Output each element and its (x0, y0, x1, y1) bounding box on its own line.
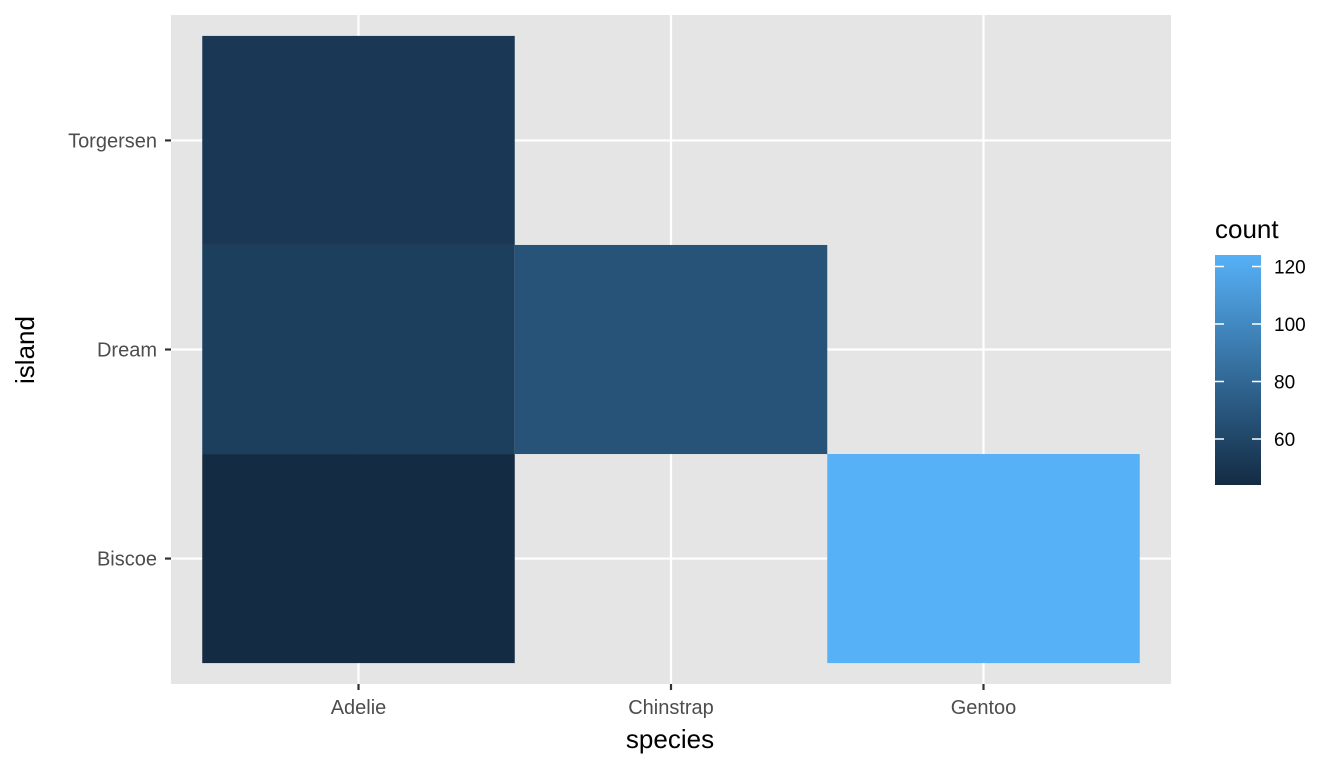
x-tick-label: Chinstrap (628, 697, 714, 719)
legend-tick-label: 120 (1274, 258, 1306, 279)
heatmap-cell (202, 244, 515, 455)
color-legend: count 60 80 100 120 (1215, 214, 1306, 485)
legend-tick-label: 100 (1274, 315, 1306, 336)
x-tick-label: Adelie (331, 697, 387, 719)
x-axis-title: species (626, 724, 714, 754)
legend-colorbar (1215, 255, 1261, 485)
y-axis-title: island (10, 316, 40, 384)
heatmap-cell (202, 454, 515, 664)
legend-title: count (1215, 214, 1279, 244)
x-tick-label: Gentoo (951, 697, 1017, 719)
heatmap-cell (202, 35, 515, 245)
y-axis: Biscoe Dream Torgersen (68, 130, 171, 571)
x-axis: Adelie Chinstrap Gentoo (331, 684, 1017, 719)
heatmap-cell (827, 454, 1140, 664)
legend-tick-label: 60 (1274, 430, 1295, 451)
y-tick-label: Dream (97, 340, 157, 362)
heatmap-cell (514, 244, 828, 455)
y-tick-label: Torgersen (68, 130, 157, 152)
legend-tick-label: 80 (1274, 373, 1295, 394)
heatmap-cells (202, 35, 1140, 664)
y-tick-label: Biscoe (97, 549, 157, 571)
